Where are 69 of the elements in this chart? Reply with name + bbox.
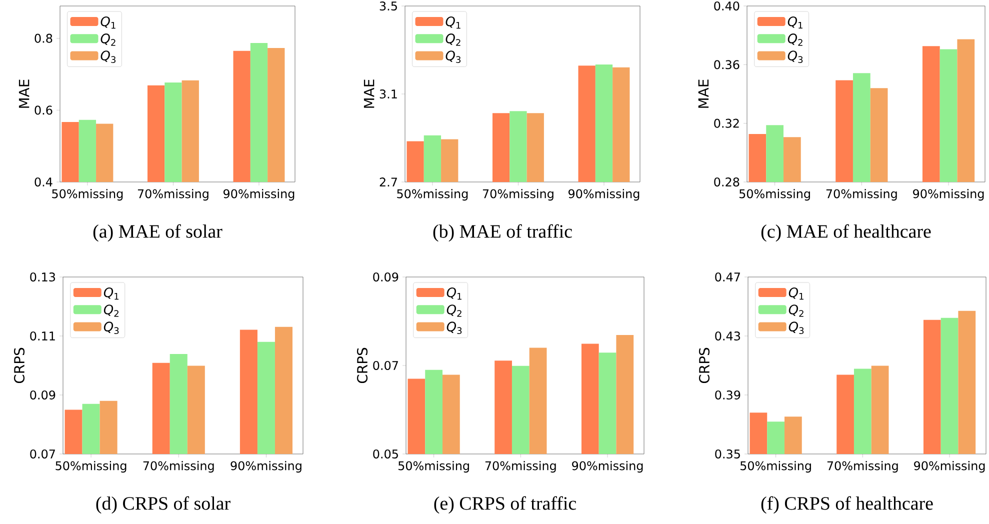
- y-tick-label: 0.40: [714, 1, 740, 11]
- y-tick-label: 0.13: [30, 272, 56, 282]
- x-tick-label: 70%missing: [138, 189, 208, 201]
- y-tick-label: 0.09: [30, 390, 56, 400]
- y-tick-label: 0.47: [715, 272, 740, 282]
- y-tick-label: 0.09: [373, 272, 398, 282]
- legend-label: Q$_{3}$: [788, 50, 803, 63]
- x-tick-label: 90%missing: [913, 189, 984, 201]
- y-tick-label: 3.5: [380, 1, 397, 11]
- legend-label: Q$_{2}$: [788, 304, 804, 317]
- text: (a) MAE of solar: [93, 224, 222, 242]
- y-axis-title: CRPS: [356, 348, 368, 384]
- legend-label: Q$_{3}$: [788, 322, 804, 334]
- y-axis-title: MAE: [18, 80, 30, 108]
- x-tick-label: 50%missing: [52, 189, 123, 201]
- legend-label: Q$_{1}$: [104, 287, 119, 300]
- y-tick-label: 0.43: [715, 331, 740, 341]
- legend-label: Q$_{1}$: [788, 287, 804, 300]
- x-tick-label: 70%missing: [485, 461, 556, 473]
- text: (b) MAE of traffic: [433, 224, 572, 242]
- x-tick-label: 50%missing: [740, 461, 811, 473]
- legend-label: Q$_{3}$: [446, 322, 462, 334]
- text: (c) MAE of healthcare: [761, 224, 931, 242]
- y-tick-label: 0.35: [715, 449, 740, 459]
- y-axis-title: MAE: [698, 80, 709, 108]
- legend-label: Q$_{2}$: [100, 34, 116, 46]
- legend-label: Q$_{2}$: [788, 34, 802, 46]
- legend-label: Q$_{2}$: [104, 304, 118, 317]
- x-tick-label: 50%missing: [56, 461, 126, 473]
- y-tick-label: 0.32: [714, 118, 739, 128]
- y-tick-label: 0.8: [34, 34, 52, 43]
- legend-label: Q$_{1}$: [446, 287, 462, 300]
- x-tick-label: 70%missing: [826, 189, 897, 201]
- y-axis-title: CRPS: [14, 348, 25, 384]
- legend-label: Q$_{1}$: [100, 16, 116, 29]
- x-tick-label: 90%missing: [572, 461, 643, 473]
- legend-label: Q$_{3}$: [100, 50, 116, 63]
- x-tick-label: 90%missing: [223, 189, 294, 201]
- y-tick-label: 3.1: [380, 89, 397, 99]
- y-tick-label: 0.05: [373, 449, 398, 459]
- y-tick-label: 0.11: [30, 331, 55, 341]
- text: (f) CRPS of healthcare: [761, 496, 933, 514]
- legend-label: Q$_{1}$: [788, 16, 802, 29]
- y-tick-label: 0.39: [715, 390, 740, 400]
- y-tick-label: 0.4: [34, 177, 52, 187]
- x-tick-label: 70%missing: [482, 189, 554, 201]
- legend-label: Q$_{1}$: [446, 16, 460, 29]
- x-tick-label: 90%missing: [568, 189, 640, 201]
- y-tick-label: 0.07: [30, 449, 55, 459]
- legend-label: Q$_{3}$: [446, 50, 460, 63]
- text: (e) CRPS of traffic: [434, 496, 576, 514]
- x-tick-label: 90%missing: [914, 461, 985, 473]
- legend-label: Q$_{2}$: [446, 304, 462, 317]
- x-tick-label: 90%missing: [230, 461, 302, 473]
- y-tick-label: 0.6: [34, 106, 52, 115]
- legend-label: Q$_{2}$: [446, 34, 460, 46]
- text: (d) CRPS of solar: [96, 496, 230, 514]
- y-tick-label: 0.28: [714, 177, 740, 187]
- legend-label: Q$_{3}$: [104, 322, 119, 334]
- y-tick-label: 2.7: [380, 178, 397, 186]
- x-tick-label: 50%missing: [398, 461, 469, 473]
- y-axis-title: CRPS: [698, 348, 710, 384]
- x-tick-label: 70%missing: [143, 461, 214, 473]
- x-tick-label: 70%missing: [827, 461, 898, 473]
- x-tick-label: 50%missing: [397, 189, 468, 201]
- y-tick-label: 0.36: [714, 60, 740, 70]
- y-tick-label: 0.07: [373, 360, 398, 370]
- y-axis-title: MAE: [364, 80, 374, 108]
- x-tick-label: 50%missing: [739, 189, 810, 201]
